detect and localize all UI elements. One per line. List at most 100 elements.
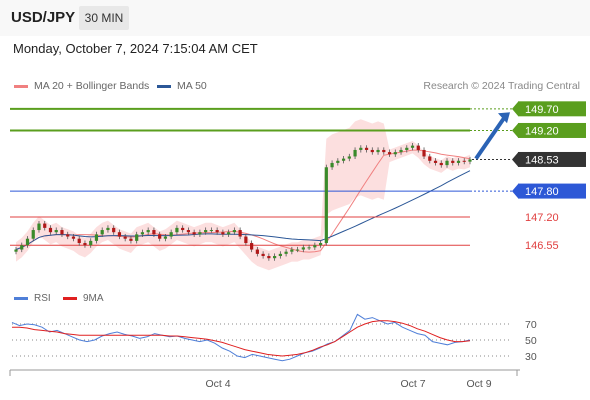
- candle-body: [204, 230, 208, 233]
- candle-body: [284, 251, 288, 254]
- candle-body: [324, 167, 328, 244]
- ma50-line: [15, 170, 471, 250]
- rsi-label: RSI: [34, 293, 51, 304]
- candle-body: [341, 158, 346, 161]
- candle-body: [112, 227, 116, 233]
- candle-body: [135, 234, 139, 241]
- candle-body: [186, 230, 191, 233]
- candle-body: [405, 147, 409, 150]
- candle-body: [66, 234, 70, 237]
- candle-body: [468, 159, 472, 162]
- candle-body: [94, 234, 99, 241]
- candle-body: [353, 149, 357, 157]
- candle-body: [347, 156, 351, 159]
- candle-body: [209, 230, 213, 232]
- candle-body: [25, 238, 30, 246]
- candle-body: [416, 145, 420, 150]
- candle-body: [250, 243, 254, 250]
- candle-body: [410, 145, 415, 148]
- candle-body: [433, 160, 438, 163]
- candle-body: [445, 160, 449, 166]
- candle-body: [181, 227, 185, 231]
- candle-body: [192, 232, 196, 235]
- ma9-swatch: [63, 296, 77, 300]
- candle-body: [301, 247, 305, 250]
- candle-body: [399, 149, 403, 153]
- candle-body: [221, 232, 225, 235]
- candle-body: [77, 238, 81, 244]
- candle-body: [456, 160, 461, 163]
- candle-body: [198, 232, 202, 235]
- candle-body: [54, 230, 58, 233]
- candle-body: [376, 149, 380, 153]
- level-tag-arrow: [512, 101, 518, 116]
- level-tag: [518, 101, 586, 117]
- candle-body: [83, 243, 87, 246]
- candle-body: [422, 149, 426, 157]
- candle-body: [359, 147, 363, 150]
- candle-body: [48, 227, 53, 233]
- candle-body: [158, 234, 162, 239]
- candle-body: [227, 232, 231, 235]
- candle-body: [439, 162, 443, 166]
- candle-body: [37, 223, 41, 231]
- level-tag: [518, 151, 586, 167]
- rsi-line: [11, 313, 471, 362]
- x-tick-label: Oct 9: [466, 378, 491, 390]
- level-label: 149.20: [525, 125, 559, 137]
- candle-body: [313, 245, 317, 248]
- candle-body: [163, 236, 168, 239]
- candle-body: [278, 253, 282, 257]
- symbol-title: USD/JPY: [11, 9, 76, 26]
- credit-label: Research © 2024 Trading Central: [423, 80, 580, 92]
- candle-body: [100, 230, 104, 235]
- candle-body: [123, 236, 127, 239]
- ma20-label: MA 20 + Bollinger Bands: [34, 80, 150, 92]
- level-tag-arrow: [512, 152, 518, 167]
- ma20-swatch: [14, 84, 28, 88]
- ma50-swatch: [157, 84, 171, 88]
- level-tag: [518, 122, 586, 138]
- candle-body: [169, 232, 173, 237]
- candle-body: [31, 230, 35, 239]
- level-tag-arrow: [512, 123, 518, 138]
- level-label: 147.80: [525, 186, 559, 198]
- candle-body: [129, 238, 133, 241]
- level-label: 146.55: [525, 240, 559, 252]
- rsi-tick-label: 70: [525, 319, 537, 331]
- candle-body: [307, 247, 311, 249]
- candle-body: [290, 249, 294, 252]
- header-bar: USD/JPY 30 MIN: [0, 0, 590, 36]
- level-tag: [518, 183, 586, 199]
- candle-body: [393, 152, 397, 155]
- forecast-arrowhead: [498, 112, 510, 124]
- candle-body: [215, 230, 219, 233]
- level-label: 148.53: [525, 154, 559, 166]
- candle-body: [318, 243, 323, 246]
- candle-body: [14, 249, 18, 252]
- candle-body: [462, 160, 466, 162]
- candle-body: [106, 227, 110, 231]
- candle-body: [175, 227, 179, 233]
- legend-ma50: MA 50: [157, 80, 207, 92]
- candle-body: [387, 152, 392, 155]
- candle-body: [255, 249, 259, 254]
- candle-body: [43, 223, 47, 228]
- candle-body: [244, 236, 248, 244]
- x-tick-label: Oct 7: [400, 378, 425, 390]
- ma9-label: 9MA: [83, 293, 104, 304]
- candle-body: [20, 245, 24, 250]
- candle-body: [336, 160, 340, 163]
- candle-body: [273, 256, 277, 259]
- level-tag-arrow: [512, 184, 518, 199]
- candle-body: [295, 249, 300, 251]
- bollinger-band: [16, 119, 470, 271]
- rsi-tick-label: 30: [525, 351, 537, 363]
- timeframe-button[interactable]: 30 MIN: [79, 6, 129, 30]
- candle-body: [117, 232, 122, 237]
- candle-body: [232, 230, 236, 233]
- legend-ma20: MA 20 + Bollinger Bands: [14, 80, 149, 92]
- x-tick-label: Oct 4: [205, 378, 230, 390]
- candle-body: [267, 256, 271, 259]
